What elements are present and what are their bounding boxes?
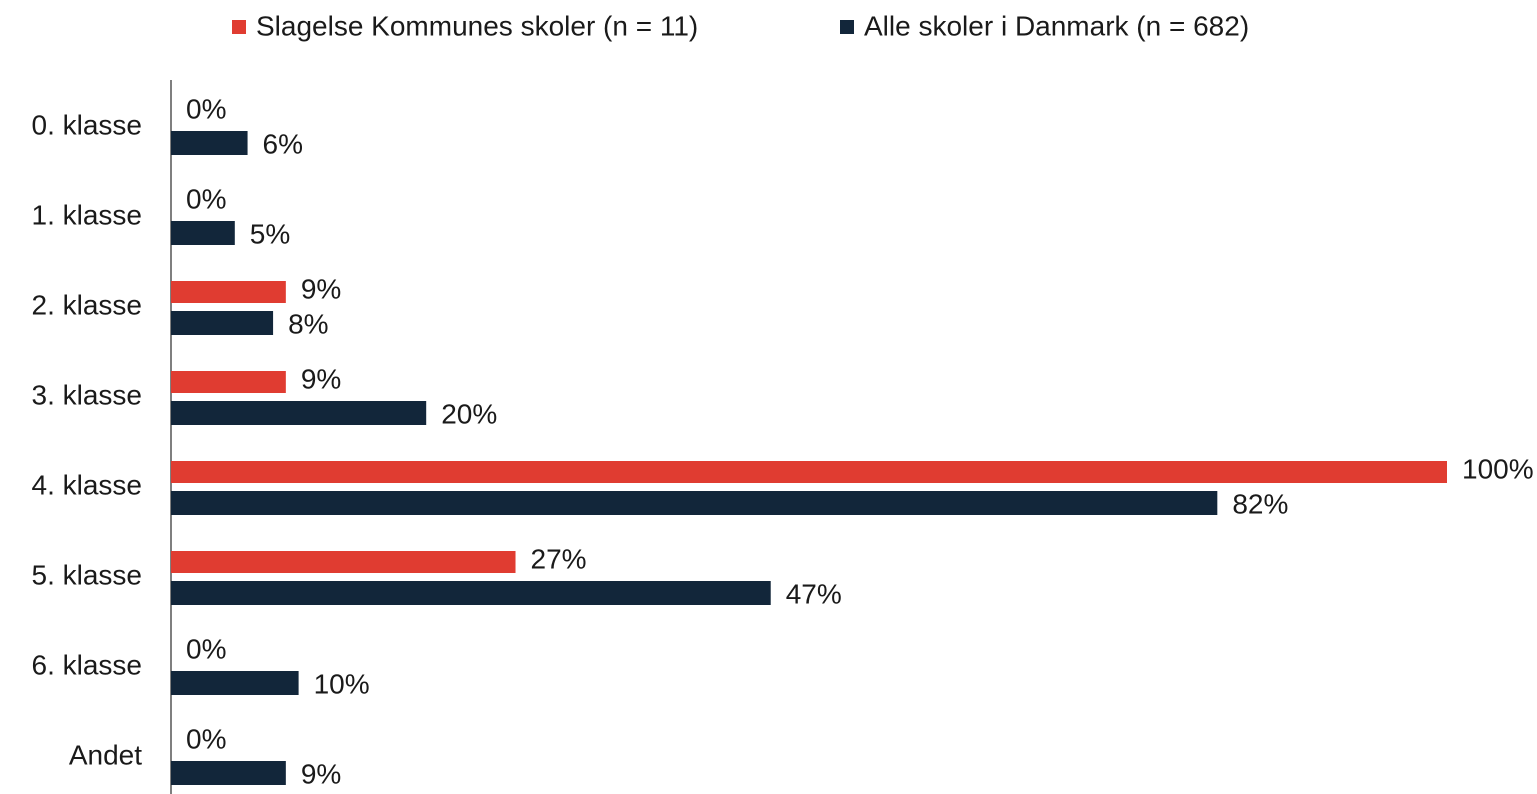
data-label: 0% xyxy=(186,183,226,214)
y-tick-label: 1. klasse xyxy=(32,199,143,230)
y-tick-label: 5. klasse xyxy=(32,559,143,590)
y-tick-label: 0. klasse xyxy=(32,109,143,140)
legend-swatch xyxy=(232,20,246,34)
bar xyxy=(171,671,299,695)
bar xyxy=(171,551,516,573)
data-label: 0% xyxy=(186,93,226,124)
y-tick-label: 3. klasse xyxy=(32,379,143,410)
data-label: 5% xyxy=(250,218,290,249)
y-tick-label: 4. klasse xyxy=(32,469,143,500)
y-tick-label: Andet xyxy=(69,739,142,770)
data-label: 6% xyxy=(263,128,303,159)
data-label: 82% xyxy=(1232,488,1288,519)
data-label: 9% xyxy=(301,363,341,394)
bar xyxy=(171,581,771,605)
data-label: 0% xyxy=(186,723,226,754)
bar xyxy=(171,461,1447,483)
y-tick-label: 2. klasse xyxy=(32,289,143,320)
data-label: 9% xyxy=(301,273,341,304)
bar xyxy=(171,761,286,785)
bar xyxy=(171,311,274,335)
bar xyxy=(171,491,1218,515)
data-label: 10% xyxy=(314,668,370,699)
bar xyxy=(171,401,427,425)
bar xyxy=(171,131,248,155)
data-label: 8% xyxy=(288,308,328,339)
data-label: 47% xyxy=(786,578,842,609)
legend-swatch xyxy=(840,20,854,34)
data-label: 20% xyxy=(441,398,497,429)
bar xyxy=(171,371,286,393)
legend-label: Alle skoler i Danmark (n = 682) xyxy=(864,10,1249,41)
bar xyxy=(171,281,286,303)
legend-label: Slagelse Kommunes skoler (n = 11) xyxy=(256,10,698,41)
y-tick-label: 6. klasse xyxy=(32,649,143,680)
data-label: 9% xyxy=(301,758,341,789)
data-label: 100% xyxy=(1462,453,1534,484)
data-label: 0% xyxy=(186,633,226,664)
data-label: 27% xyxy=(531,543,587,574)
bar xyxy=(171,221,235,245)
